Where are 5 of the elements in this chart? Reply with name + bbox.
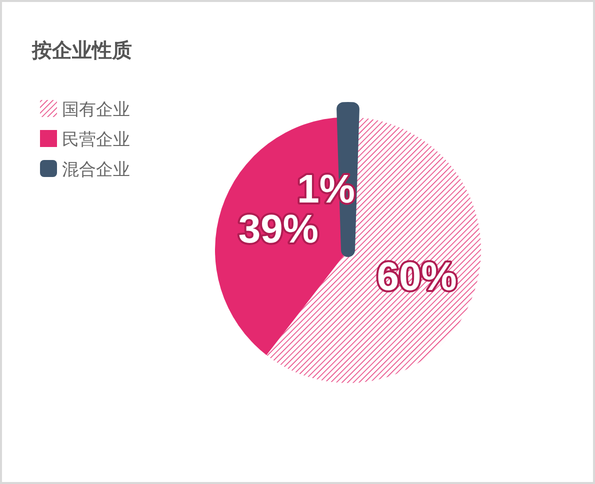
legend-label: 混合企业 [62,160,130,180]
chart-title: 按企业性质 [31,38,132,62]
data-label: 39% [238,207,318,252]
legend-label: 民营企业 [62,130,130,150]
legend-label: 国有企业 [62,100,130,120]
